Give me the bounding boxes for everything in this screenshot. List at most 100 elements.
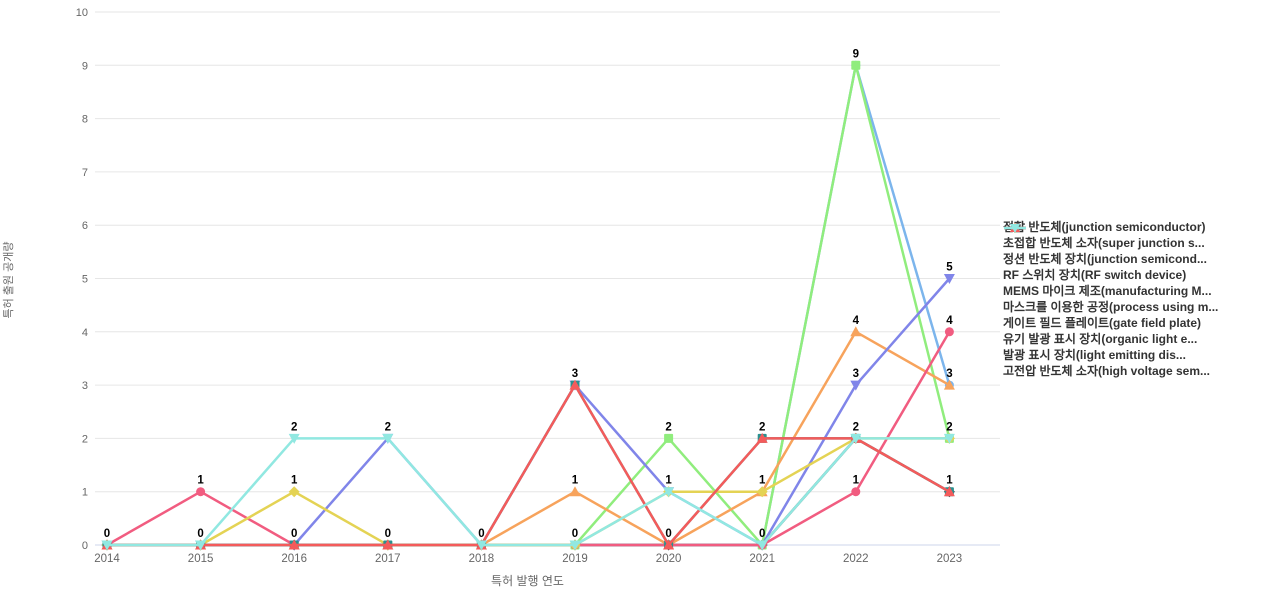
- x-tick-label: 2022: [843, 553, 869, 565]
- triangle-down-legend-marker-icon: [1004, 224, 1026, 233]
- data-label: 3: [946, 368, 952, 380]
- x-tick-label: 2019: [562, 553, 588, 565]
- data-label: 1: [853, 475, 860, 487]
- data-label: 2: [853, 421, 859, 433]
- y-tick-label: 2: [82, 433, 88, 445]
- x-axis-title: 특허 발행 연도: [491, 574, 564, 588]
- data-label: 2: [291, 421, 297, 433]
- legend-item[interactable]: 정션 반도체 장치(junction semicond...: [1003, 224, 1218, 266]
- x-tick-label: 2014: [94, 553, 120, 565]
- data-point: [569, 379, 581, 390]
- legend-item[interactable]: 유기 발광 표시 장치(organic light e...: [1003, 224, 1218, 346]
- legend-item[interactable]: 접합 반도체(junction semiconductor): [1003, 221, 1218, 233]
- legend-label: 고전압 반도체 소자(high voltage sem...: [1003, 364, 1211, 378]
- x-tick-label: 2023: [937, 553, 963, 565]
- data-label: 2: [665, 421, 671, 433]
- data-point: [851, 487, 861, 497]
- data-point: [756, 540, 768, 551]
- data-label: 0: [104, 528, 110, 540]
- data-label: 1: [291, 475, 298, 487]
- data-point: [101, 540, 113, 551]
- legend-item[interactable]: MEMS 마이크 제조(manufacturing M...: [1003, 224, 1218, 297]
- y-tick-label: 6: [82, 220, 88, 232]
- y-tick-label: 4: [82, 327, 88, 339]
- legend-item[interactable]: 발광 표시 장치(light emitting dis...: [1003, 223, 1218, 362]
- legend-item[interactable]: 초접합 반도체 소자(super junction s...: [1003, 223, 1218, 250]
- y-tick-label: 0: [82, 540, 88, 552]
- data-label: 1: [197, 475, 204, 487]
- data-point: [851, 60, 861, 70]
- data-label: 2: [385, 421, 391, 433]
- data-point: [288, 539, 300, 550]
- data-label: 5: [946, 262, 953, 274]
- data-point: [475, 540, 487, 551]
- data-label: 1: [946, 475, 953, 487]
- data-label: 0: [197, 528, 203, 540]
- data-label: 1: [572, 475, 579, 487]
- chart-legend: 접합 반도체(junction semiconductor) 초접합 반도체 소자…: [1003, 221, 1218, 377]
- data-point: [196, 487, 206, 497]
- data-label: 2: [946, 421, 952, 433]
- y-tick-label: 8: [82, 114, 88, 126]
- data-point: [195, 540, 207, 551]
- y-tick-label: 9: [82, 60, 88, 72]
- legend-label: 초접합 반도체 소자(super junction s...: [1003, 236, 1205, 250]
- series-2: [102, 60, 954, 550]
- series-line: [105, 383, 951, 547]
- data-point: [382, 433, 394, 444]
- data-point: [850, 326, 862, 337]
- legend-label: 접합 반도체(junction semiconductor): [1003, 220, 1206, 234]
- y-axis-title: 특허 출원 공개량: [3, 241, 15, 319]
- y-tick-label: 10: [76, 7, 88, 19]
- legend-item[interactable]: 고전압 반도체 소자(high voltage sem...: [1003, 224, 1218, 378]
- data-label: 3: [853, 368, 859, 380]
- data-point: [663, 539, 675, 550]
- legend-label: 유기 발광 표시 장치(organic light e...: [1003, 332, 1198, 346]
- data-point: [288, 486, 300, 498]
- x-tick-label: 2016: [281, 553, 307, 565]
- series-0: [102, 60, 954, 550]
- data-label: 0: [665, 528, 671, 540]
- legend-label: 게이트 필드 플레이트(gate field plate): [1003, 316, 1202, 330]
- legend-item[interactable]: 마스크를 이용한 공정(process using m...: [1003, 224, 1218, 313]
- data-point: [569, 540, 581, 551]
- y-tick-label: 3: [82, 380, 88, 392]
- data-point: [943, 379, 955, 390]
- legend-label: RF 스위치 장치(RF switch device): [1003, 268, 1187, 282]
- data-point: [288, 433, 300, 444]
- x-tick-label: 2015: [188, 553, 214, 565]
- data-label: 4: [853, 315, 860, 327]
- x-tick-label: 2020: [656, 553, 682, 565]
- series-line: [105, 64, 951, 547]
- data-label: 2: [759, 421, 765, 433]
- data-point: [756, 432, 768, 443]
- legend-item[interactable]: RF 스위치 장치(RF switch device): [1003, 223, 1218, 282]
- data-label: 0: [759, 528, 765, 540]
- data-point: [943, 274, 955, 284]
- data-point: [663, 487, 675, 498]
- data-point: [382, 539, 394, 550]
- series-line: [105, 277, 951, 547]
- legend-label: 정션 반도체 장치(junction semicond...: [1003, 252, 1207, 266]
- series-9: [101, 433, 955, 551]
- data-point: [944, 327, 954, 337]
- series-line: [105, 64, 951, 547]
- data-label: 9: [853, 48, 859, 60]
- data-point: [943, 433, 955, 444]
- x-tick-label: 2021: [749, 553, 775, 565]
- data-point: [569, 486, 581, 497]
- data-label: 0: [291, 528, 297, 540]
- data-point: [943, 486, 955, 497]
- data-label: 1: [759, 475, 766, 487]
- legend-item[interactable]: 게이트 필드 플레이트(gate field plate): [1003, 223, 1218, 330]
- data-label: 1: [665, 475, 672, 487]
- y-tick-label: 5: [82, 274, 88, 286]
- data-label: 0: [572, 528, 578, 540]
- legend-label: 발광 표시 장치(light emitting dis...: [1003, 348, 1186, 362]
- data-point: [664, 433, 674, 443]
- data-label: 3: [572, 368, 578, 380]
- data-label: 0: [385, 528, 391, 540]
- y-tick-label: 1: [82, 487, 88, 499]
